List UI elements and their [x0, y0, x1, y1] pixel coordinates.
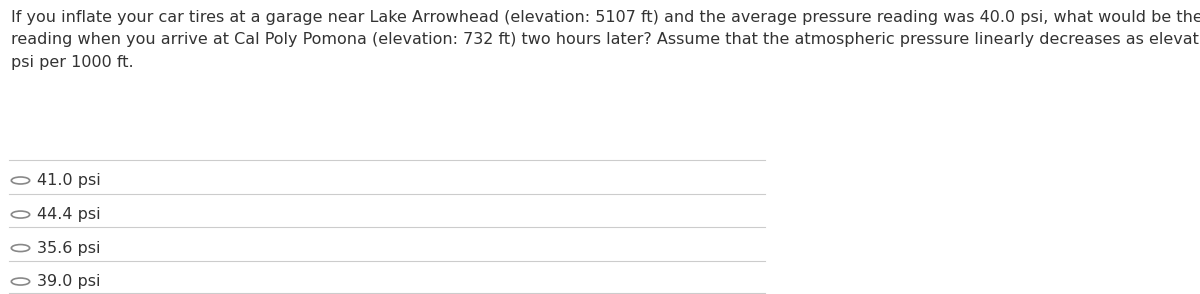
Text: 39.0 psi: 39.0 psi	[37, 274, 101, 289]
Text: 35.6 psi: 35.6 psi	[37, 240, 101, 255]
Text: If you inflate your car tires at a garage near Lake Arrowhead (elevation: 5107 f: If you inflate your car tires at a garag…	[11, 10, 1200, 69]
Text: 44.4 psi: 44.4 psi	[37, 207, 101, 222]
Text: 41.0 psi: 41.0 psi	[37, 173, 101, 188]
